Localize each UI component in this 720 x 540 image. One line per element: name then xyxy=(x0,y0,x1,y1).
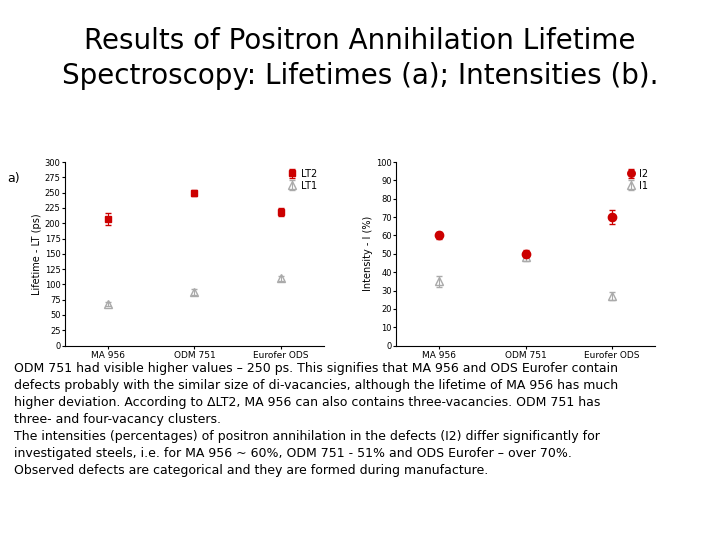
Text: ODM 751 had visible higher values – 250 ps. This signifies that MA 956 and ODS E: ODM 751 had visible higher values – 250 … xyxy=(14,362,618,477)
Y-axis label: Intensity - I (%): Intensity - I (%) xyxy=(364,216,373,292)
Y-axis label: Lifetime - LT (ps): Lifetime - LT (ps) xyxy=(32,213,42,295)
Text: a): a) xyxy=(7,172,20,185)
Legend: LT2, LT1: LT2, LT1 xyxy=(285,167,319,193)
Legend: I2, I1: I2, I1 xyxy=(624,167,650,193)
Text: Results of Positron Annihilation Lifetime
Spectroscopy: Lifetimes (a); Intensiti: Results of Positron Annihilation Lifetim… xyxy=(62,27,658,90)
